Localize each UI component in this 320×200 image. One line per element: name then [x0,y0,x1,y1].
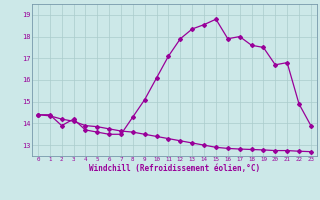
X-axis label: Windchill (Refroidissement éolien,°C): Windchill (Refroidissement éolien,°C) [89,164,260,173]
